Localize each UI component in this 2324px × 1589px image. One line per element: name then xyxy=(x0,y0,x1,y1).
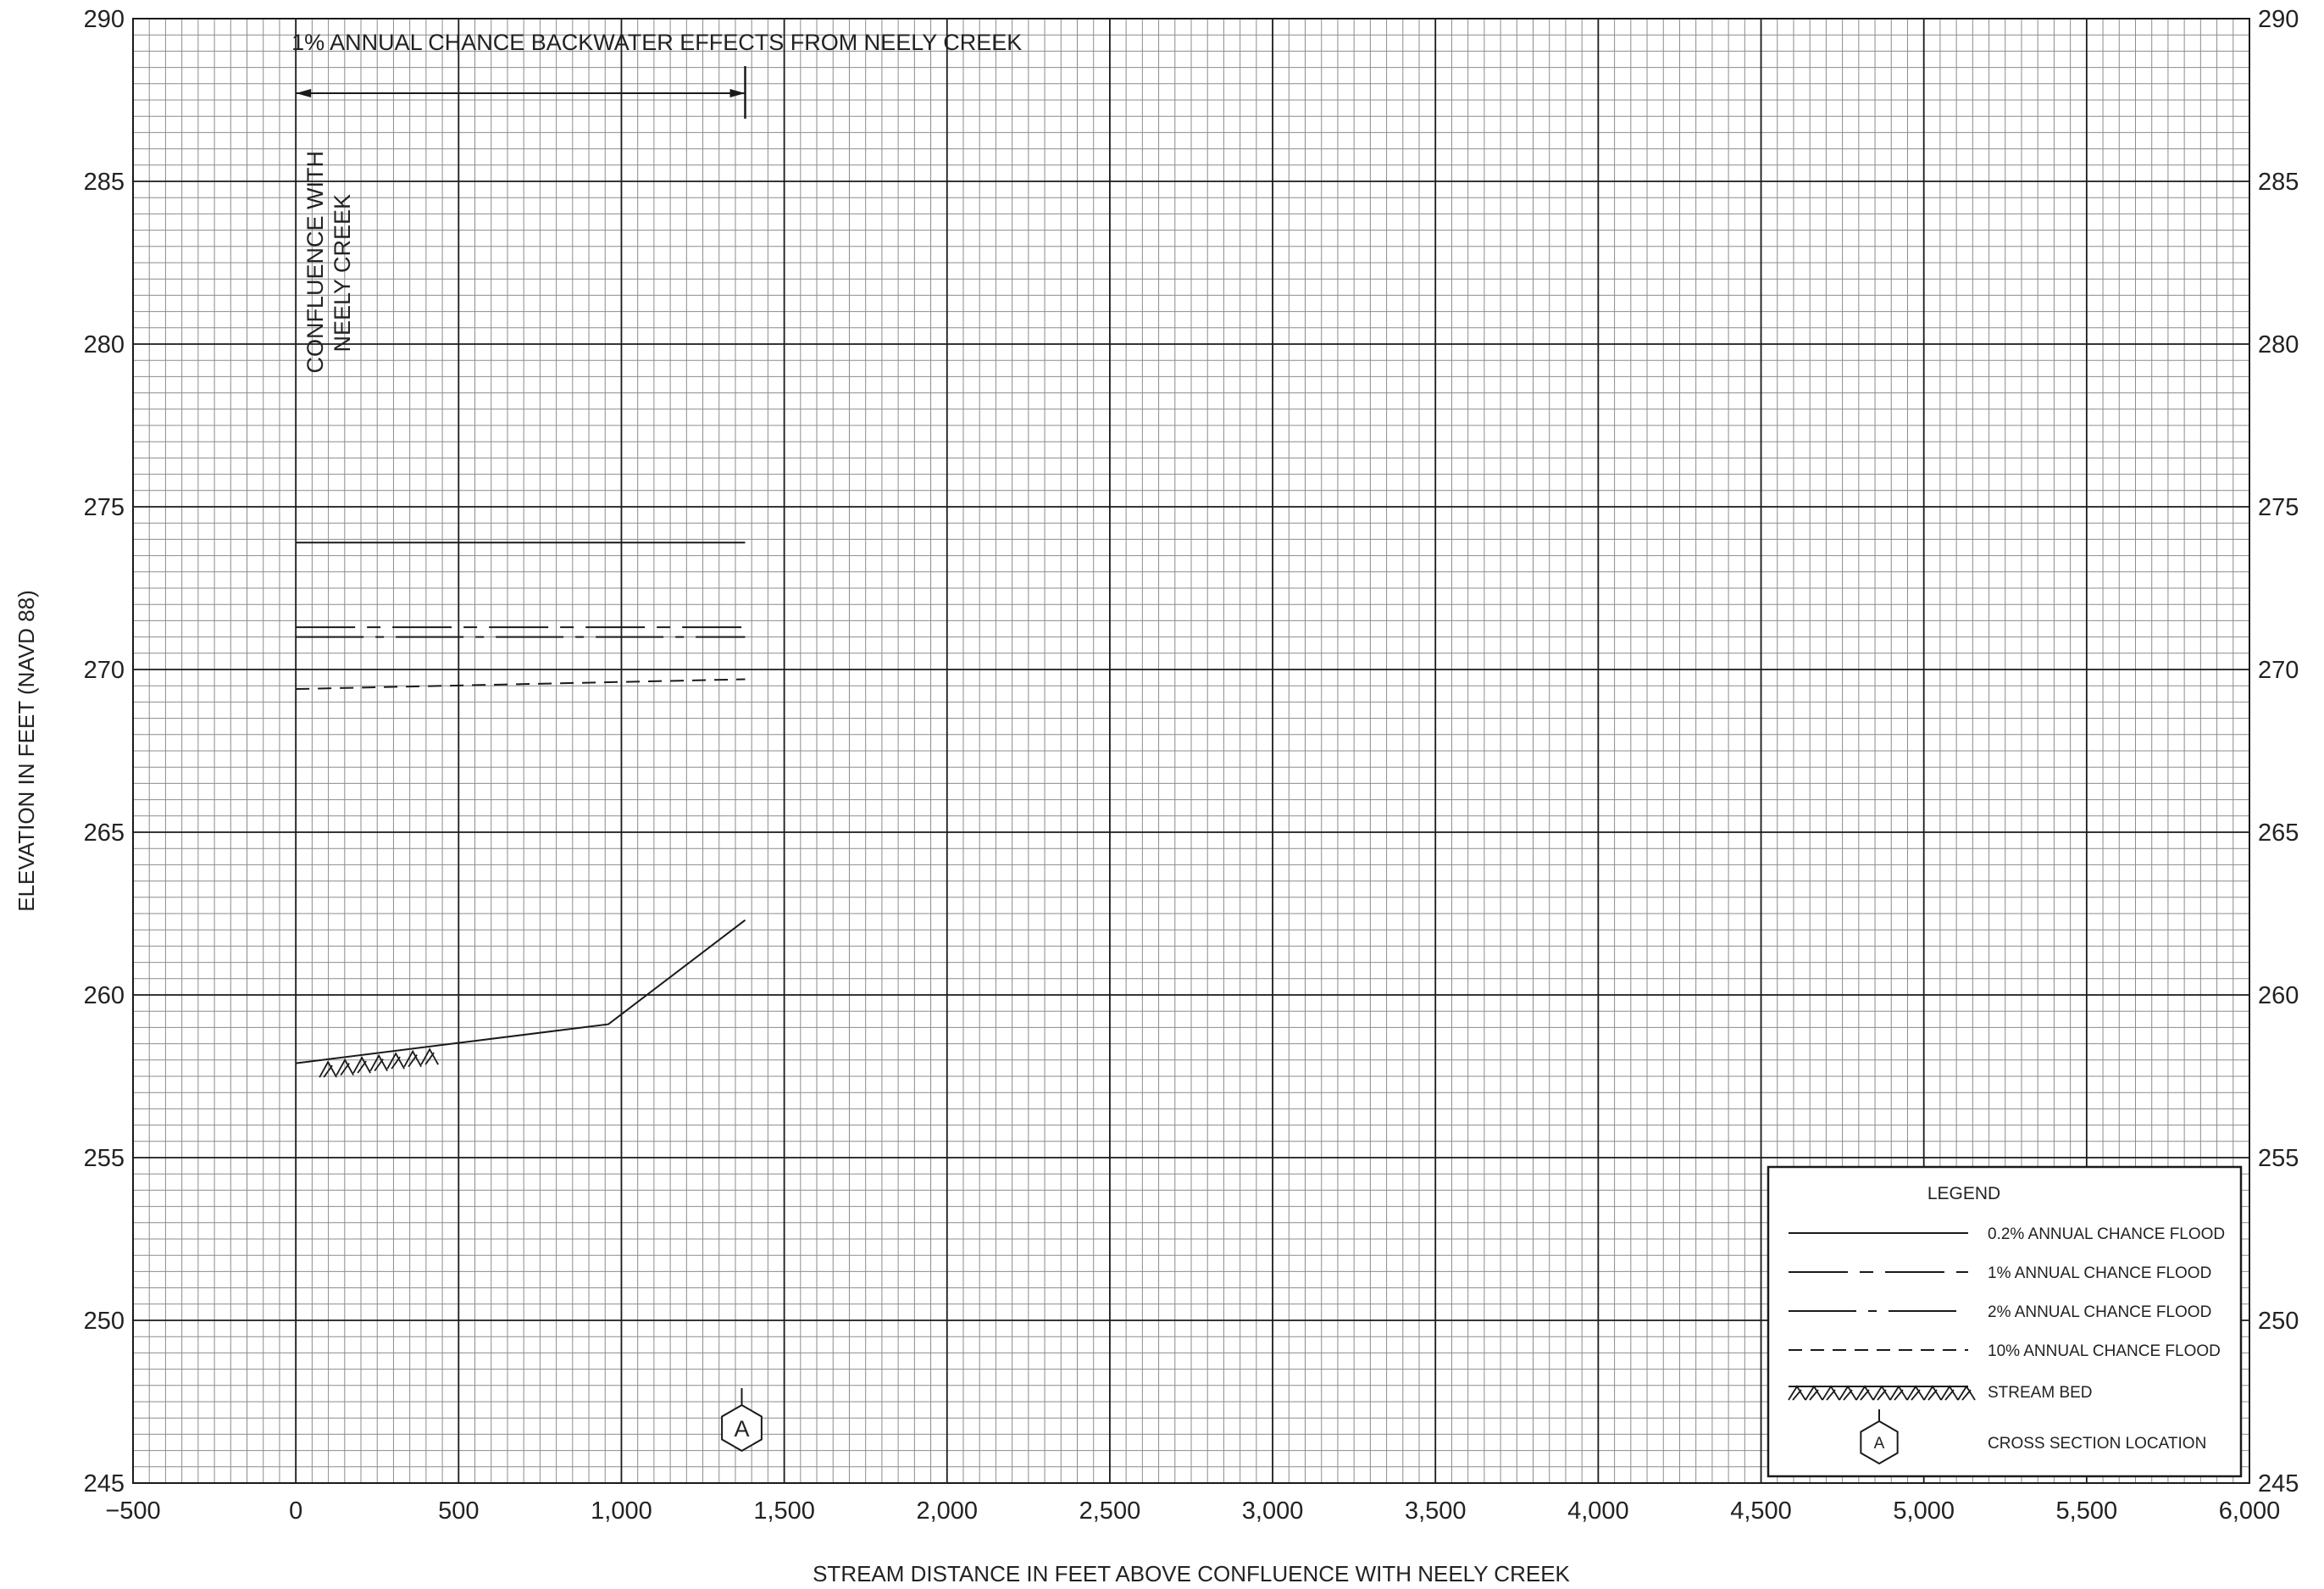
stream-bed-hatch xyxy=(319,1047,439,1078)
x-tick-label: 6,000 xyxy=(2219,1497,2281,1525)
legend-title: LEGEND xyxy=(1927,1184,2000,1203)
legend-box xyxy=(1767,1165,2243,1478)
y-tick-label-left: 275 xyxy=(84,494,125,521)
x-tick-label: 4,000 xyxy=(1567,1497,1629,1525)
backwater-annotation-text: 1% ANNUAL CHANCE BACKWATER EFFECTS FROM … xyxy=(291,30,1022,55)
x-tick-label: 500 xyxy=(438,1497,479,1525)
cross-section-markers: A xyxy=(721,1388,763,1453)
x-tick-label: 1,500 xyxy=(753,1497,815,1525)
y-axis-title: ELEVATION IN FEET (NAVD 88) xyxy=(14,590,39,912)
legend-item: STREAM BED xyxy=(1788,1384,2093,1402)
y-tick-label-right: 265 xyxy=(2258,820,2299,847)
legend: LEGEND 0.2% ANNUAL CHANCE FLOOD 1% ANNUAL… xyxy=(1767,1165,2243,1478)
x-tick-label: 1,000 xyxy=(591,1497,652,1525)
y-axis-tick-labels-right: 245 250 255 260 265 270 275 280 285 290 xyxy=(2258,6,2299,1497)
y-tick-label-right: 280 xyxy=(2258,331,2299,358)
y-axis-tick-labels-left: 245 250 255 260 265 270 275 280 285 290 xyxy=(84,6,125,1497)
cross-section-label: A xyxy=(734,1416,749,1442)
x-tick-label: 3,000 xyxy=(1242,1497,1304,1525)
y-tick-label-left: 260 xyxy=(84,982,125,1009)
x-tick-label: 2,000 xyxy=(916,1497,978,1525)
legend-item-label: 2% ANNUAL CHANCE FLOOD xyxy=(1988,1303,2211,1321)
legend-item: 1% ANNUAL CHANCE FLOOD xyxy=(1789,1264,2211,1282)
backwater-arrow-left-head xyxy=(296,89,312,97)
legend-item-label: 0.2% ANNUAL CHANCE FLOOD xyxy=(1988,1225,2225,1243)
x-axis-title: STREAM DISTANCE IN FEET ABOVE CONFLUENCE… xyxy=(813,1561,1570,1586)
legend-item-label: STREAM BED xyxy=(1988,1384,2093,1402)
series-layer xyxy=(296,542,746,1078)
y-tick-label-right: 290 xyxy=(2258,6,2299,33)
y-tick-label-left: 285 xyxy=(84,169,125,196)
confluence-annotation-line-2: NEELY CREEK xyxy=(330,194,355,353)
y-tick-label-right: 255 xyxy=(2258,1145,2299,1172)
x-tick-label: 0 xyxy=(289,1497,302,1525)
y-tick-label-right: 260 xyxy=(2258,982,2299,1009)
plot-frame xyxy=(132,18,2250,1484)
x-axis-tick-labels: −500 0 500 1,000 1,500 2,000 2,500 3,000 3,500 4,… xyxy=(105,1497,2280,1525)
cross-section-hexagon xyxy=(721,1403,763,1453)
y-tick-label-right: 270 xyxy=(2258,657,2299,684)
confluence-annotation: CONFLUENCE WITH NEELY CREEK xyxy=(302,145,355,374)
legend-hexagon-label: A xyxy=(1874,1435,1885,1453)
legend-item: 10% ANNUAL CHANCE FLOOD xyxy=(1789,1342,2221,1360)
y-tick-label-left: 280 xyxy=(84,331,125,358)
y-tick-label-right: 250 xyxy=(2258,1308,2299,1335)
y-tick-label-right: 275 xyxy=(2258,494,2299,521)
y-tick-label-left: 270 xyxy=(84,657,125,684)
y-tick-label-left: 290 xyxy=(84,6,125,33)
cross-section-marker: A xyxy=(721,1388,763,1453)
backwater-extent-arrow xyxy=(296,66,746,119)
series-line xyxy=(296,919,746,1064)
x-tick-label: 2,500 xyxy=(1079,1497,1141,1525)
confluence-annotation-line-1: CONFLUENCE WITH xyxy=(302,151,328,374)
legend-item-label: CROSS SECTION LOCATION xyxy=(1988,1435,2206,1453)
legend-item-label: 10% ANNUAL CHANCE FLOOD xyxy=(1988,1342,2221,1360)
legend-item-label: 1% ANNUAL CHANCE FLOOD xyxy=(1988,1264,2211,1282)
legend-hexagon xyxy=(1860,1420,1899,1465)
y-tick-label-left: 245 xyxy=(84,1470,125,1497)
x-tick-label: −500 xyxy=(105,1497,160,1525)
legend-stream-bed-hatch xyxy=(1788,1385,1976,1401)
series-line xyxy=(296,678,746,691)
y-tick-label-left: 250 xyxy=(84,1308,125,1335)
x-tick-label: 5,500 xyxy=(2056,1497,2118,1525)
y-tick-label-left: 255 xyxy=(84,1145,125,1172)
y-tick-label-right: 285 xyxy=(2258,169,2299,196)
annotations: 1% ANNUAL CHANCE BACKWATER EFFECTS FROM … xyxy=(291,30,1022,374)
y-tick-label-right: 245 xyxy=(2258,1470,2299,1497)
x-tick-label: 4,500 xyxy=(1730,1497,1792,1525)
legend-item: 0.2% ANNUAL CHANCE FLOOD xyxy=(1789,1225,2225,1243)
y-tick-label-left: 265 xyxy=(84,820,125,847)
backwater-arrow-right-head xyxy=(729,89,746,97)
x-tick-label: 3,500 xyxy=(1405,1497,1467,1525)
legend-items: 0.2% ANNUAL CHANCE FLOOD 1% ANNUAL CHANCE… xyxy=(1788,1225,2225,1465)
x-tick-label: 5,000 xyxy=(1893,1497,1955,1525)
legend-item: 2% ANNUAL CHANCE FLOOD xyxy=(1789,1303,2211,1321)
legend-item: A CROSS SECTION LOCATION xyxy=(1860,1409,2206,1465)
